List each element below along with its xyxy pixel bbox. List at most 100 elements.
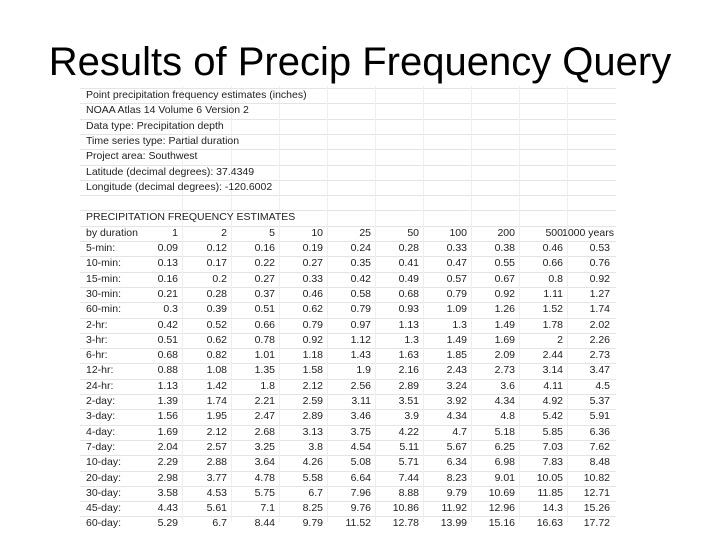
table-cell: 0.17 [206,257,227,270]
slide-title: Results of Precip Frequency Query [48,40,672,84]
grid-line [80,179,616,181]
column-header: 2 [221,226,227,239]
table-cell: 0.82 [206,349,227,362]
row-label: 15-min: [86,272,122,285]
grid-line [471,86,472,522]
table-cell: 3.58 [157,486,178,499]
grid-line [231,86,232,522]
table-cell: 3.64 [254,456,275,469]
column-header: by duration [86,226,138,239]
table-cell: 5.85 [542,425,563,438]
table-cell: 0.67 [494,272,515,285]
table-cell: 1.13 [157,379,178,392]
row-label: 4-day: [86,425,116,438]
grid-line [80,485,616,487]
table-cell: 5.91 [589,410,610,423]
info-line: NOAA Atlas 14 Volume 6 Version 2 [86,104,249,117]
table-cell: 0.79 [302,318,323,331]
grid-line [80,424,616,426]
grid-line [80,103,616,105]
table-cell: 9.01 [494,471,515,484]
info-line: Data type: Precipitation depth [86,119,224,132]
table-cell: 5.37 [589,395,610,407]
table-cell: 0.28 [398,242,419,254]
table-cell: 1.69 [494,333,515,346]
table-cell: 4.8 [500,410,515,423]
table-cell: 0.79 [446,287,467,300]
table-cell: 1.42 [206,379,227,392]
info-line: Longitude (decimal degrees): -120.6002 [86,180,273,193]
grid-line [80,241,616,242]
table-cell: 0.16 [157,272,178,285]
column-header: 1000 years [562,226,614,239]
table-cell: 1.58 [302,364,323,377]
table-cell: 5.67 [446,440,467,453]
column-header: 25 [359,226,371,239]
grid-line [80,149,616,151]
table-cell: 5.11 [399,440,419,453]
row-label: 12-hr: [86,364,114,377]
table-cell: 0.66 [542,257,563,270]
table-cell: 3.25 [254,440,275,453]
table-cell: 2.12 [302,379,323,392]
table-cell: 1.43 [350,349,371,362]
table-cell: 2.26 [589,333,610,346]
row-label: 3-hr: [86,333,108,346]
table-cell: 0.46 [302,287,323,300]
table-cell: 11.52 [345,517,372,530]
table-cell: 4.11 [543,379,563,392]
grid-line [80,378,616,380]
table-cell: 10.86 [392,502,419,515]
grid-line [182,86,183,522]
table-cell: 4.22 [398,425,419,438]
grid-line [80,332,616,334]
grid-line [327,86,328,522]
grid-line [567,86,568,522]
grid-line [80,501,616,503]
table-cell: 16.63 [536,517,563,530]
table-cell: 2.21 [254,395,275,407]
table-cell: 1.11 [543,287,563,300]
table-cell: 3.11 [351,395,371,407]
grid-line [80,118,616,120]
table-cell: 4.54 [350,440,371,453]
table-cell: 0.62 [206,333,227,346]
table-cell: 2 [557,333,563,346]
grid-line [80,271,616,273]
table-cell: 7.03 [542,440,563,453]
table-cell: 1.01 [254,349,275,362]
table-cell: 7.96 [350,486,371,499]
table-cell: 1.49 [446,333,467,346]
column-header: 50 [407,226,419,239]
table-cell: 2.29 [157,456,178,469]
table-cell: 8.48 [589,456,610,469]
table-cell: 0.92 [302,333,323,346]
grid-line [80,348,616,350]
table-cell: 6.36 [589,425,610,438]
row-label: 24-hr: [86,379,114,392]
table-cell: 0.2 [212,272,227,285]
table-cell: 10.69 [488,486,515,499]
table-cell: 7.44 [398,471,419,484]
grid-line [80,195,616,197]
table-cell: 6.34 [446,456,467,469]
table-cell: 2.73 [494,364,515,377]
grid-line [80,455,616,457]
table-cell: 0.16 [254,242,275,254]
column-header: 500 [545,226,563,239]
grid-line [80,256,616,258]
table-cell: 4.34 [494,395,515,407]
table-cell: 0.35 [350,257,371,270]
table-cell: 0.21 [157,287,178,300]
table-cell: 0.33 [446,242,467,254]
table-cell: 7.62 [589,440,610,453]
table-cell: 1.13 [398,318,419,331]
table-cell: 0.66 [254,318,275,331]
table-cell: 12.71 [583,486,610,499]
table-cell: 3.77 [206,471,227,484]
table-cell: 2.88 [206,456,227,469]
table-cell: 3.51 [398,395,419,407]
grid-line [80,133,616,135]
table-cell: 0.33 [302,272,323,285]
spreadsheet: Point precipitation frequency estimates … [80,86,616,529]
